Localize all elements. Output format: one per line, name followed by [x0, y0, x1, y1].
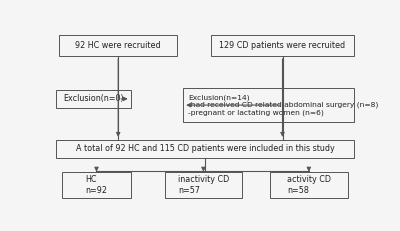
FancyBboxPatch shape [183, 88, 354, 122]
Text: Exclusion(n=14)
-had received CD related abdominal surgery (n=8)
-pregnant or la: Exclusion(n=14) -had received CD related… [188, 94, 378, 116]
Text: 129 CD patients were recruited: 129 CD patients were recruited [220, 41, 346, 50]
Text: inactivity CD
n=57: inactivity CD n=57 [178, 175, 229, 195]
Text: Exclusion(n=0): Exclusion(n=0) [63, 94, 124, 103]
FancyBboxPatch shape [59, 35, 177, 56]
FancyBboxPatch shape [270, 172, 348, 198]
Text: 92 HC were recruited: 92 HC were recruited [75, 41, 161, 50]
Text: activity CD
n=58: activity CD n=58 [287, 175, 331, 195]
FancyBboxPatch shape [62, 172, 131, 198]
Text: A total of 92 HC and 115 CD patients were included in this study: A total of 92 HC and 115 CD patients wer… [76, 144, 334, 153]
FancyBboxPatch shape [211, 35, 354, 56]
Text: HC
n=92: HC n=92 [86, 175, 108, 195]
FancyBboxPatch shape [56, 140, 354, 158]
FancyBboxPatch shape [165, 172, 242, 198]
FancyBboxPatch shape [56, 90, 131, 108]
